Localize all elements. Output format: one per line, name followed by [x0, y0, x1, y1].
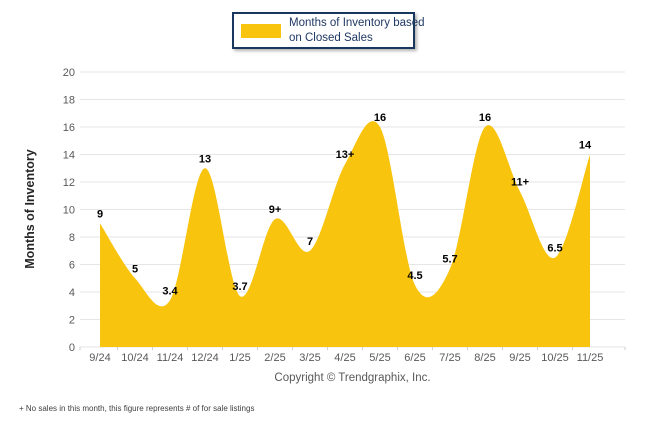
x-tick-label: 10/25	[541, 352, 569, 364]
x-tick-label: 8/25	[474, 352, 495, 364]
x-tick-label: 3/25	[299, 352, 320, 364]
data-point-label: 7	[307, 236, 313, 248]
data-point-label: 5.7	[442, 254, 457, 266]
data-point-label: 3.4	[162, 285, 178, 297]
x-tick-label: 11/25	[577, 352, 604, 364]
data-point-label: 6.5	[547, 243, 562, 255]
legend-label-line2: on Closed Sales	[289, 31, 373, 44]
x-tick-label: 7/25	[439, 352, 460, 364]
y-tick-label: 0	[69, 342, 75, 354]
y-tick-label: 2	[69, 315, 75, 327]
y-tick-label: 14	[63, 150, 75, 162]
x-tick-label: 6/25	[404, 352, 425, 364]
data-point-label: 11+	[511, 177, 529, 189]
data-point-label: 3.7	[232, 281, 247, 293]
y-tick-label: 6	[69, 260, 75, 272]
data-point-label: 14	[579, 140, 592, 152]
y-tick-label: 4	[69, 287, 75, 299]
x-tick-label: 4/25	[334, 352, 355, 364]
x-tick-label: 10/24	[121, 352, 149, 364]
x-tick-label: 1/25	[229, 352, 250, 364]
data-point-label: 5	[132, 263, 138, 275]
copyright-text: Copyright © Trendgraphix, Inc.	[274, 372, 431, 384]
x-tick-label: 5/25	[369, 352, 390, 364]
x-tick-label: 2/25	[264, 352, 285, 364]
inventory-area-series	[100, 121, 590, 347]
chart-legend: Months of Inventory based on Closed Sale…	[232, 12, 425, 49]
legend-swatch-icon	[241, 23, 281, 38]
y-tick-label: 20	[63, 67, 75, 79]
legend-label: Months of Inventory based on Closed Sale…	[289, 16, 425, 45]
data-point-label: 13+	[336, 149, 355, 161]
y-tick-label: 18	[63, 95, 75, 107]
y-tick-label: 16	[63, 122, 75, 134]
data-point-label: 16	[479, 112, 491, 124]
x-tick-label: 9/25	[509, 352, 530, 364]
y-tick-label: 12	[63, 177, 75, 189]
legend-label-line1: Months of Inventory based	[289, 17, 425, 30]
data-point-label: 13	[199, 153, 211, 165]
x-tick-label: 11/24	[157, 352, 184, 364]
data-point-label: 16	[374, 112, 386, 124]
x-tick-label: 12/24	[191, 352, 219, 364]
data-point-label: 9	[97, 208, 103, 220]
y-tick-label: 10	[63, 205, 75, 217]
data-point-label: 4.5	[407, 270, 422, 282]
y-tick-label: 8	[69, 232, 75, 244]
data-point-label: 9+	[269, 204, 282, 216]
footnote-text: + No sales in this month, this figure re…	[19, 404, 255, 413]
x-tick-label: 9/24	[89, 352, 110, 364]
